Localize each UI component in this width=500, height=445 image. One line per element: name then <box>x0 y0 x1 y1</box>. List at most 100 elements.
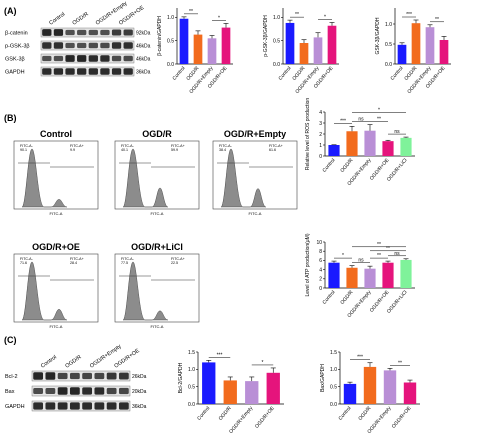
y-tick-label: 4 <box>319 110 322 116</box>
protein-label: β-catenin <box>5 30 28 36</box>
y-tick-label: 0.5 <box>385 42 392 48</box>
protein-label: GSK-3β <box>5 56 25 62</box>
y-axis-label: β-catenin/GAPDH <box>157 16 163 56</box>
bar <box>364 130 376 156</box>
protein-band <box>53 29 64 36</box>
x-tick-label: OGD/R <box>218 405 233 422</box>
significance-label: *** <box>340 118 346 124</box>
gate-value: 9.9 <box>70 148 75 152</box>
gate-value: 40.1 <box>121 148 128 152</box>
bar-charts: 0.0 0.5 1.0 β-catenin/GAPDH Control OGD/R OGD/… <box>157 8 451 435</box>
protein-band <box>118 372 129 380</box>
protein-band <box>88 55 98 62</box>
y-tick-label: 0.5 <box>188 384 195 390</box>
bar <box>328 262 340 288</box>
protein-band <box>100 42 110 49</box>
bar-chart: 0.0 0.5 1.0 1.5 Bcl-2/GAPDH Control OGD/R OGD/R… <box>178 350 284 435</box>
y-tick-label: 1.0 <box>330 367 337 373</box>
x-tick-label: Control <box>322 289 337 305</box>
blot-strip <box>40 66 135 77</box>
protein-band <box>65 29 75 36</box>
flow-title: OGD/R+LiCl <box>131 242 183 252</box>
histogram-peak <box>21 261 68 321</box>
x-tick-label: OGD/R+OE <box>391 405 413 430</box>
x-tick-label: Control <box>338 405 353 421</box>
gate-value: 28.4 <box>70 261 77 265</box>
x-tick-label: Control <box>172 65 187 81</box>
protein-label: GAPDH <box>5 404 25 410</box>
y-tick-label: 10 <box>316 240 322 246</box>
y-tick-label: 0.0 <box>330 402 337 408</box>
protein-band <box>123 68 133 75</box>
protein-band <box>53 42 64 49</box>
blot-strip <box>31 400 131 412</box>
protein-band <box>42 55 52 62</box>
bar <box>207 38 217 64</box>
protein-band <box>69 372 80 380</box>
protein-band <box>53 55 64 62</box>
protein-band <box>123 42 133 49</box>
y-axis-label: Level of ATP production(μM) <box>305 233 311 296</box>
significance-label: * <box>218 15 220 21</box>
protein-band <box>65 68 75 75</box>
y-tick-label: 4 <box>319 267 322 273</box>
protein-band <box>100 68 110 75</box>
y-tick-label: 0.0 <box>273 62 280 68</box>
kda-label: 46kDa <box>136 43 151 49</box>
bar-chart: 0.00.51.0p-GSK-3β/GAPDHControlOGD/ROGD/R… <box>263 8 339 95</box>
histogram-peak <box>21 148 68 208</box>
x-tick-label: Control <box>196 405 211 421</box>
bar <box>179 18 189 64</box>
protein-band <box>106 402 117 410</box>
protein-band <box>77 55 87 62</box>
protein-band <box>45 388 56 394</box>
y-tick-label: 1.0 <box>385 22 392 28</box>
protein-band <box>94 387 105 395</box>
x-tick-label: Control <box>278 65 293 81</box>
y-tick-label: 6 <box>319 258 322 264</box>
bar <box>221 27 231 65</box>
flow-title: OGD/R+OE <box>32 242 80 252</box>
x-tick-label: Control <box>390 65 405 81</box>
x-tick-label: Control <box>322 157 337 173</box>
bar <box>383 370 397 404</box>
gate-label: FITC-A+ <box>70 257 84 261</box>
gate-value: 59.9 <box>171 148 178 152</box>
protein-band <box>57 387 68 395</box>
gate-value: 90.1 <box>20 148 27 152</box>
western-blot-a: Control OGD/R OGD/R+EmptyOGD/R+OEβ-catenin… <box>5 0 151 77</box>
flow-axis-label: FITC-A <box>50 324 63 329</box>
y-tick-label: 0.0 <box>188 402 195 408</box>
protein-label: Bcl-2 <box>5 374 18 380</box>
protein-band <box>100 29 110 36</box>
bar <box>403 382 417 404</box>
gate-value: 22.5 <box>171 261 178 265</box>
significance-label: * <box>342 253 344 259</box>
significance-label: *** <box>357 355 363 361</box>
protein-band <box>123 29 133 36</box>
protein-band <box>94 402 105 410</box>
protein-band <box>82 372 93 380</box>
protein-band <box>111 42 122 49</box>
y-tick-label: 1.0 <box>188 367 195 373</box>
flow-cytometry-grid: Control FITC-A-90.1 FITC-A+ 9.9 FITC-A OGD/R F… <box>13 129 298 329</box>
bar <box>202 362 216 404</box>
flow-title: Control <box>40 129 72 139</box>
gate-value: 77.5 <box>121 261 128 265</box>
bar-chart: 0.00.51.0β-catenin/GAPDHControlOGD/ROGD/… <box>157 8 233 95</box>
blot-strip <box>40 40 135 51</box>
bar <box>245 381 259 404</box>
y-tick-label: 1.5 <box>188 350 195 356</box>
histogram-peak <box>122 148 169 208</box>
gate-label: FITC-A- <box>20 144 34 148</box>
gate-label: FITC-A+ <box>171 257 185 261</box>
significance-label: ** <box>189 9 193 15</box>
protein-band <box>111 29 122 36</box>
protein-band <box>42 42 52 49</box>
flow-title: OGD/R <box>142 129 172 139</box>
bar <box>411 23 421 64</box>
bar <box>439 40 449 64</box>
blot-strip <box>40 53 135 64</box>
